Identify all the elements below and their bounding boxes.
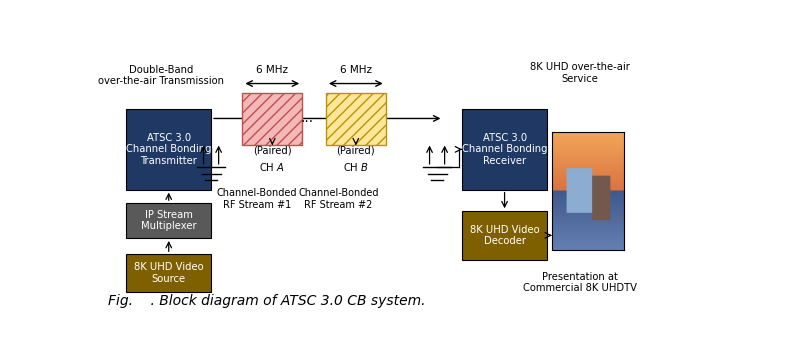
- FancyBboxPatch shape: [126, 203, 211, 238]
- FancyBboxPatch shape: [242, 93, 302, 145]
- Text: CH $\it{A}$: CH $\it{A}$: [259, 161, 285, 173]
- Text: Presentation at
Commercial 8K UHDTV: Presentation at Commercial 8K UHDTV: [522, 272, 637, 293]
- FancyBboxPatch shape: [126, 109, 211, 190]
- Text: CH $\it{B}$: CH $\it{B}$: [343, 161, 369, 173]
- Text: Channel-Bonded
RF Stream #1: Channel-Bonded RF Stream #1: [217, 188, 297, 210]
- Text: 6 MHz: 6 MHz: [340, 66, 372, 75]
- FancyBboxPatch shape: [126, 254, 211, 292]
- Text: 8K UHD Video
Decoder: 8K UHD Video Decoder: [470, 224, 539, 246]
- Text: 8K UHD Video
Source: 8K UHD Video Source: [134, 262, 203, 284]
- FancyBboxPatch shape: [463, 109, 547, 190]
- Text: ATSC 3.0
Channel Bonding
Transmitter: ATSC 3.0 Channel Bonding Transmitter: [126, 133, 211, 166]
- Text: 8K UHD over-the-air
Service: 8K UHD over-the-air Service: [530, 62, 629, 83]
- FancyBboxPatch shape: [326, 93, 386, 145]
- Text: Channel-Bonded
RF Stream #2: Channel-Bonded RF Stream #2: [298, 188, 379, 210]
- Text: IP Stream
Multiplexer: IP Stream Multiplexer: [141, 210, 197, 231]
- FancyBboxPatch shape: [463, 211, 547, 260]
- Text: (Paired): (Paired): [253, 146, 292, 156]
- Text: Double-Band
over-the-air Transmission: Double-Band over-the-air Transmission: [98, 65, 224, 86]
- Text: Fig.    . Block diagram of ATSC 3.0 CB system.: Fig. . Block diagram of ATSC 3.0 CB syst…: [108, 294, 425, 308]
- Text: ...: ...: [301, 111, 313, 126]
- Text: ATSC 3.0
Channel Bonding
Receiver: ATSC 3.0 Channel Bonding Receiver: [462, 133, 548, 166]
- Text: 6 MHz: 6 MHz: [256, 66, 288, 75]
- Text: (Paired): (Paired): [336, 146, 375, 156]
